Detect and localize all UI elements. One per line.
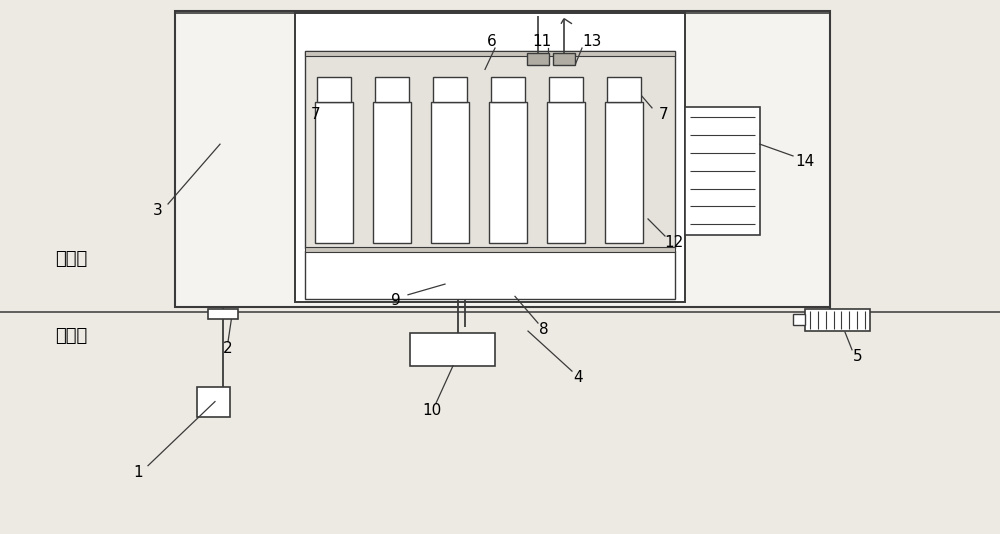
Bar — [305, 51, 675, 248]
Text: 8: 8 — [539, 322, 549, 337]
Bar — [305, 247, 675, 252]
Bar — [197, 387, 230, 417]
Text: 6: 6 — [487, 34, 497, 49]
Bar — [305, 51, 675, 56]
Bar — [373, 102, 411, 243]
Bar — [375, 77, 409, 103]
Text: 机体外: 机体外 — [55, 327, 87, 345]
Bar — [431, 102, 469, 243]
Bar — [410, 333, 495, 366]
Bar — [527, 53, 549, 65]
Bar — [605, 102, 643, 243]
Bar — [547, 102, 585, 243]
Bar — [685, 107, 760, 235]
Text: 1: 1 — [133, 465, 143, 480]
Bar — [489, 102, 527, 243]
Bar — [553, 53, 575, 65]
Text: 7: 7 — [659, 107, 669, 122]
Bar — [805, 309, 870, 331]
Text: 2: 2 — [223, 341, 233, 356]
Bar — [793, 314, 805, 325]
Bar — [315, 102, 353, 243]
Bar — [607, 77, 641, 103]
Text: 14: 14 — [795, 154, 815, 169]
Bar — [208, 309, 238, 319]
Text: 机体内: 机体内 — [55, 250, 87, 268]
Bar — [175, 11, 830, 307]
Bar — [305, 251, 675, 299]
Bar — [549, 77, 583, 103]
Text: 10: 10 — [422, 403, 442, 418]
Bar — [317, 77, 351, 103]
Text: 5: 5 — [853, 349, 863, 364]
Text: 13: 13 — [582, 34, 602, 49]
Bar — [491, 77, 525, 103]
Text: 7: 7 — [311, 107, 321, 122]
Bar — [295, 13, 685, 302]
Text: 11: 11 — [532, 34, 552, 49]
Text: 4: 4 — [573, 370, 583, 384]
Bar — [433, 77, 467, 103]
Text: 9: 9 — [391, 293, 401, 308]
Text: 12: 12 — [664, 235, 684, 250]
Text: 3: 3 — [153, 203, 163, 218]
